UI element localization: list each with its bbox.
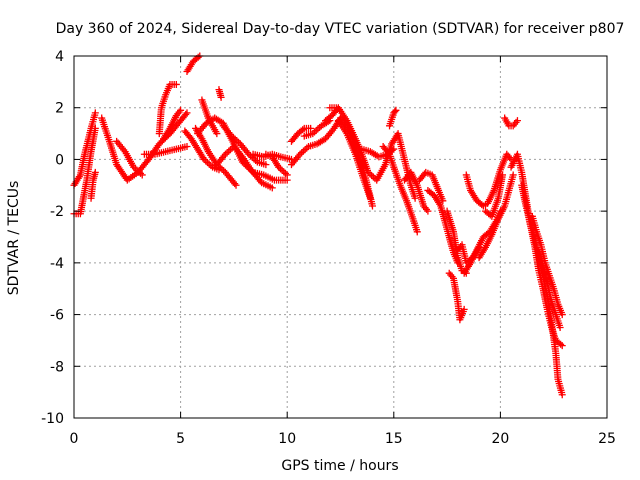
x-tick-label: 10: [278, 431, 296, 447]
data-point: [281, 169, 289, 177]
data-point: [283, 171, 291, 179]
data-point: [225, 147, 233, 155]
data-point: [369, 173, 377, 181]
data-point: [558, 391, 566, 399]
data-point: [298, 149, 306, 157]
data-point: [138, 171, 146, 179]
data-point: [183, 143, 191, 150]
x-tick-label: 25: [598, 431, 616, 447]
data-points: [70, 52, 566, 399]
x-tick-label: 5: [176, 431, 185, 447]
data-point: [557, 340, 565, 348]
data-point: [194, 53, 202, 61]
data-point: [91, 109, 99, 117]
data-point: [558, 342, 566, 350]
data-point: [558, 311, 566, 319]
y-tick-label: 0: [55, 152, 64, 168]
data-point: [556, 324, 564, 331]
data-point: [213, 130, 221, 138]
data-point: [499, 171, 507, 179]
data-point: [460, 305, 468, 313]
y-tick-label: -10: [41, 411, 64, 427]
plot-frame: [73, 55, 608, 419]
data-point: [280, 168, 288, 176]
x-axis-label: GPS time / hours: [281, 458, 398, 474]
data-point: [299, 126, 307, 134]
data-point: [177, 106, 185, 114]
data-point: [368, 171, 376, 179]
data-point: [509, 171, 517, 179]
data-point: [203, 159, 211, 167]
data-point: [91, 124, 99, 132]
data-point: [226, 146, 234, 154]
data-point: [332, 104, 340, 112]
y-tick-label: 4: [55, 49, 64, 65]
data-point: [172, 80, 180, 88]
data-point: [250, 155, 258, 163]
y-tick-label: -8: [50, 359, 64, 375]
data-point: [314, 125, 322, 133]
y-axis-label: SDTVAR / TECUs: [6, 181, 22, 296]
data-point: [392, 106, 400, 114]
data-point: [424, 207, 432, 215]
data-point: [513, 117, 521, 125]
data-point: [217, 93, 225, 101]
data-point: [384, 149, 392, 157]
data-point: [182, 110, 190, 118]
x-tick-label: 20: [491, 431, 509, 447]
data-point: [91, 168, 99, 176]
data-point: [268, 184, 276, 192]
y-tick-label: -2: [50, 204, 64, 220]
data-point: [368, 202, 376, 210]
data-point: [223, 149, 231, 157]
data-point: [366, 194, 374, 202]
data-point: [205, 160, 213, 168]
data-point: [390, 145, 398, 153]
y-tick-label: -6: [50, 308, 64, 324]
y-tick-label: 2: [55, 101, 64, 117]
data-point: [278, 166, 286, 174]
chart-title: Day 360 of 2024, Sidereal Day-to-day VTE…: [56, 21, 625, 37]
data-point: [411, 194, 419, 202]
x-tick-labels: 0 5 10 15 20 25: [70, 431, 616, 447]
x-tick-label: 15: [385, 431, 403, 447]
data-point: [388, 146, 396, 154]
data-point: [413, 228, 421, 236]
data-point: [231, 180, 239, 188]
data-point: [391, 108, 399, 116]
data-point: [299, 147, 307, 155]
axis-ticks: [73, 55, 608, 419]
y-tick-labels: -10 -8 -6 -4 -2 0 2 4: [41, 49, 64, 427]
data-point: [232, 181, 240, 189]
data-point: [262, 161, 270, 169]
data-point: [301, 146, 309, 154]
data-point: [183, 109, 191, 117]
y-tick-label: -4: [50, 256, 64, 272]
x-tick-label: 0: [70, 431, 79, 447]
